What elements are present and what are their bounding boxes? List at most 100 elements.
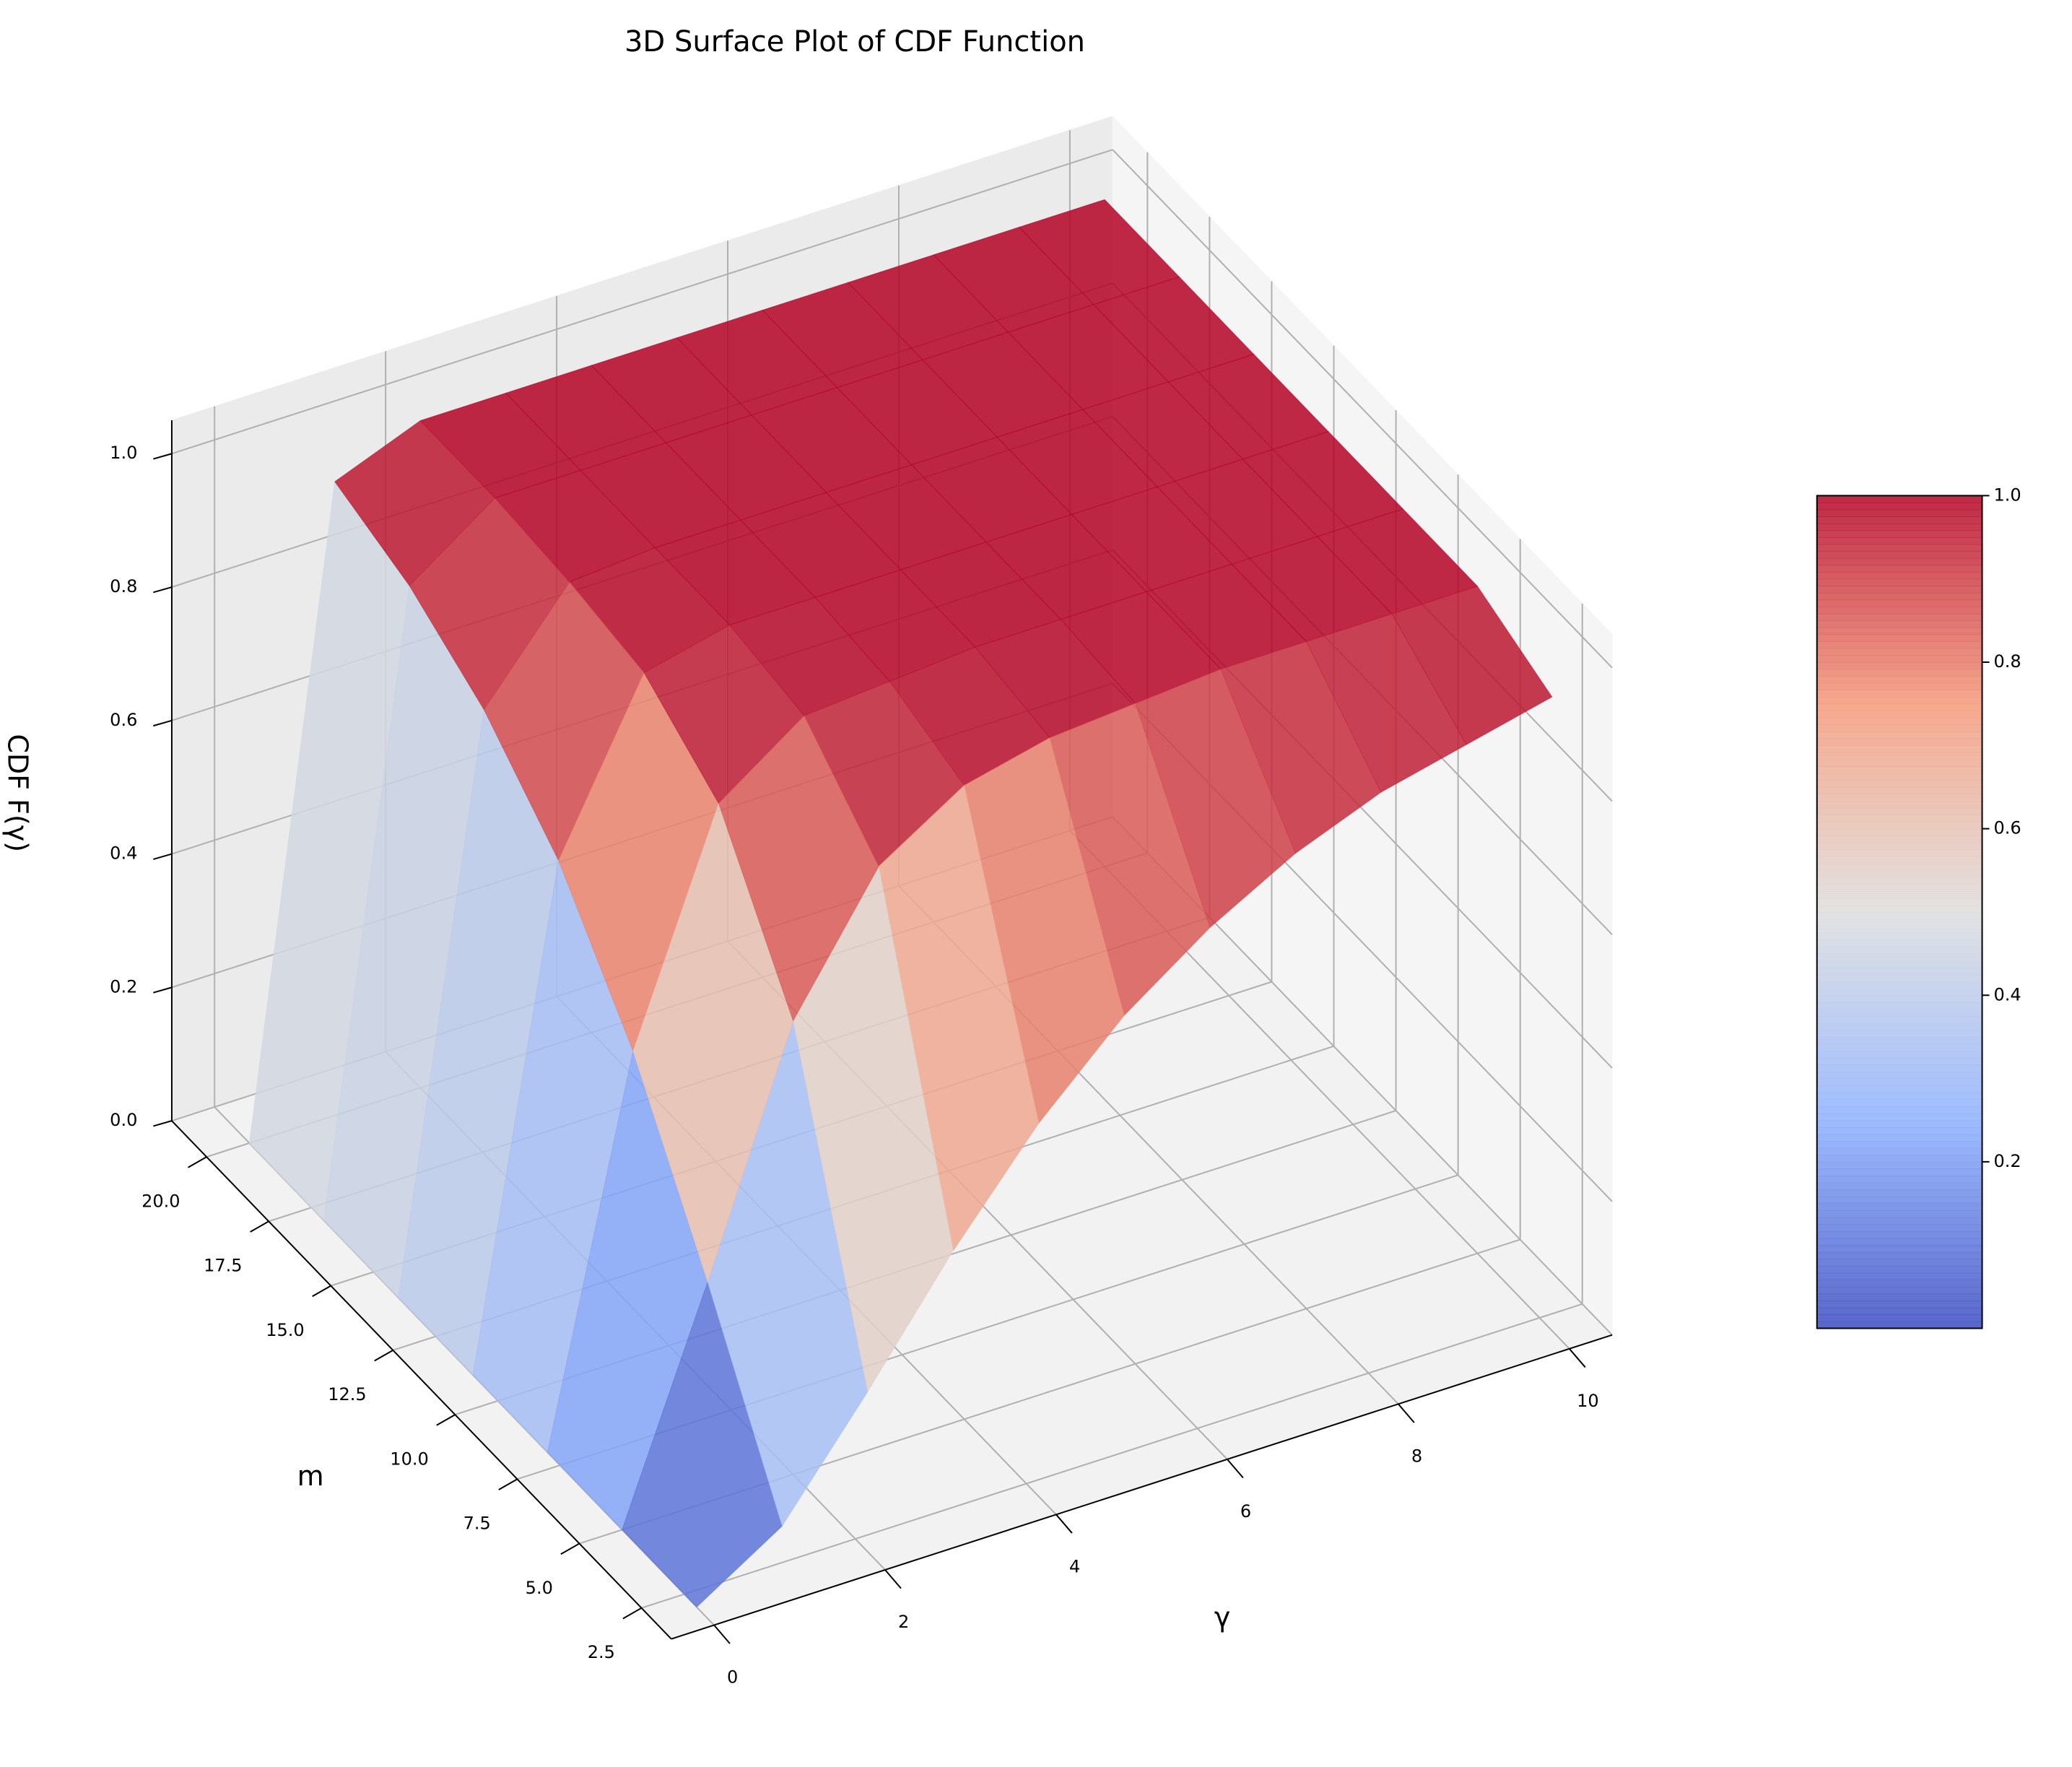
colorbar-swatch bbox=[1816, 891, 1982, 899]
colorbar-swatch bbox=[1816, 759, 1982, 767]
colorbar-swatch bbox=[1816, 586, 1982, 594]
colorbar-frame bbox=[1816, 495, 1983, 1329]
colorbar-swatch bbox=[1816, 773, 1982, 781]
colorbar-swatch bbox=[1816, 1120, 1982, 1128]
z-axis-label: CDF F(γ) bbox=[2, 734, 34, 852]
x-tick-label: 8 bbox=[1411, 1446, 1422, 1467]
colorbar-tick-label: 0.8 bbox=[1994, 651, 2021, 672]
colorbar-swatch bbox=[1816, 1078, 1982, 1086]
x-tick-label: 2 bbox=[898, 1612, 909, 1632]
tick-mark bbox=[312, 1285, 331, 1298]
colorbar-swatch bbox=[1816, 502, 1982, 511]
y-tick-label: 17.5 bbox=[204, 1256, 242, 1276]
colorbar-swatch bbox=[1816, 690, 1982, 698]
colorbar-swatch bbox=[1816, 1224, 1982, 1232]
colorbar-swatch bbox=[1816, 557, 1982, 566]
colorbar-tick-label: 1.0 bbox=[1994, 485, 2021, 505]
tick-mark bbox=[153, 986, 173, 994]
colorbar-swatch bbox=[1816, 995, 1982, 1003]
colorbar-swatch bbox=[1816, 592, 1982, 601]
colorbar-swatch bbox=[1816, 842, 1982, 851]
colorbar-swatch bbox=[1816, 578, 1982, 586]
colorbar-swatch bbox=[1816, 697, 1982, 705]
colorbar-swatch bbox=[1816, 1321, 1982, 1329]
colorbar-tick-label: 0.4 bbox=[1994, 984, 2021, 1004]
colorbar-swatch bbox=[1816, 932, 1982, 940]
colorbar-swatch bbox=[1816, 1134, 1982, 1142]
z-tick-label: 0.6 bbox=[110, 710, 137, 730]
tick-mark bbox=[153, 719, 173, 727]
x-tick-label: 6 bbox=[1240, 1501, 1251, 1521]
tick-mark bbox=[622, 1607, 643, 1620]
colorbar-swatch bbox=[1816, 607, 1982, 615]
colorbar-swatch bbox=[1816, 717, 1982, 726]
tick-mark bbox=[153, 1120, 173, 1127]
colorbar-swatch bbox=[1816, 1085, 1982, 1093]
colorbar-swatch bbox=[1816, 1280, 1982, 1288]
y-tick-label: 5.0 bbox=[526, 1578, 553, 1598]
colorbar-swatch bbox=[1816, 1023, 1982, 1030]
colorbar-swatch bbox=[1816, 551, 1982, 559]
colorbar-swatch bbox=[1816, 544, 1982, 552]
tick-mark bbox=[188, 1156, 207, 1168]
grid-line bbox=[1112, 149, 1613, 669]
colorbar-swatch bbox=[1816, 960, 1982, 968]
y-tick-label: 7.5 bbox=[463, 1514, 491, 1534]
grid-line bbox=[641, 1303, 1583, 1609]
colorbar-swatch bbox=[1816, 1203, 1982, 1211]
colorbar-swatch bbox=[1816, 1301, 1982, 1308]
tick-mark bbox=[884, 1569, 902, 1589]
colorbar-swatch bbox=[1816, 676, 1982, 684]
colorbar-swatch bbox=[1816, 599, 1982, 607]
x-tick-label: 10 bbox=[1577, 1391, 1599, 1411]
colorbar-swatch bbox=[1816, 849, 1982, 857]
colorbar-swatch bbox=[1816, 1217, 1982, 1225]
colorbar-swatch bbox=[1816, 911, 1982, 920]
colorbar-swatch bbox=[1816, 565, 1982, 573]
colorbar-swatch bbox=[1816, 988, 1982, 996]
colorbar-swatch bbox=[1816, 613, 1982, 621]
x-tick-label: 4 bbox=[1069, 1557, 1080, 1577]
colorbar-swatch bbox=[1816, 669, 1982, 677]
colorbar-swatch bbox=[1816, 766, 1982, 774]
colorbar-swatch bbox=[1816, 731, 1982, 739]
tick-mark bbox=[1398, 1403, 1415, 1423]
colorbar-swatch bbox=[1816, 1196, 1982, 1204]
tick-mark bbox=[153, 453, 173, 460]
colorbar-swatch bbox=[1816, 738, 1982, 746]
colorbar-swatch bbox=[1816, 655, 1982, 663]
colorbar-swatch bbox=[1816, 1161, 1982, 1170]
colorbar-swatch bbox=[1816, 946, 1982, 955]
colorbar-swatch bbox=[1816, 1314, 1982, 1322]
y-tick-label: 10.0 bbox=[390, 1449, 428, 1469]
colorbar-swatch bbox=[1816, 523, 1982, 531]
colorbar-swatch bbox=[1816, 530, 1982, 538]
colorbar-swatch bbox=[1816, 1057, 1982, 1065]
colorbar-swatch bbox=[1816, 1043, 1982, 1051]
y-tick-label: 20.0 bbox=[142, 1191, 180, 1211]
colorbar-swatch bbox=[1816, 1002, 1982, 1010]
grid-line bbox=[171, 149, 1113, 455]
colorbar-swatch bbox=[1816, 1307, 1982, 1315]
colorbar-swatch bbox=[1816, 981, 1982, 989]
colorbar-swatch bbox=[1816, 509, 1982, 517]
colorbar-swatch bbox=[1816, 682, 1982, 691]
colorbar-swatch bbox=[1816, 1147, 1982, 1155]
colorbar-swatch bbox=[1816, 752, 1982, 760]
axis-line bbox=[671, 1334, 1613, 1640]
colorbar-swatch bbox=[1816, 1230, 1982, 1239]
colorbar-swatch bbox=[1816, 856, 1982, 864]
tick-mark bbox=[153, 586, 173, 594]
y-tick-label: 2.5 bbox=[588, 1642, 615, 1662]
colorbar-swatch bbox=[1816, 828, 1982, 836]
colorbar-swatch bbox=[1816, 780, 1982, 788]
colorbar-swatch bbox=[1816, 711, 1982, 718]
colorbar-swatch bbox=[1816, 648, 1982, 656]
colorbar-swatch bbox=[1816, 884, 1982, 892]
colorbar-swatch bbox=[1816, 974, 1982, 982]
z-tick-label: 0.4 bbox=[110, 843, 137, 864]
colorbar-swatch bbox=[1816, 877, 1982, 885]
colorbar-swatch bbox=[1816, 1141, 1982, 1149]
colorbar-swatch bbox=[1816, 620, 1982, 628]
z-tick-label: 0.2 bbox=[110, 976, 137, 997]
